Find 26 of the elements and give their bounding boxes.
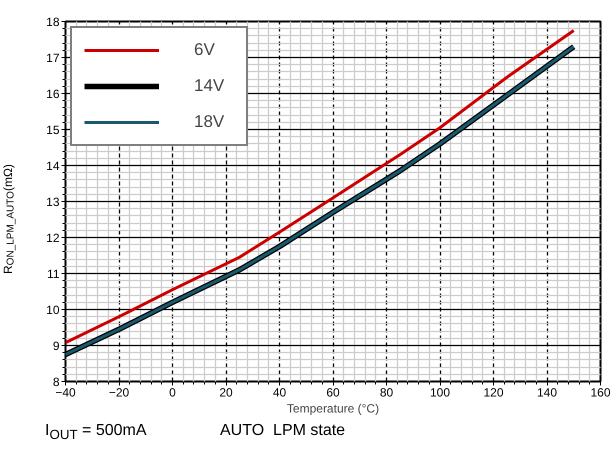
x-axis-title: Temperature (°C) [286,402,380,416]
y-tick-label: 11 [47,267,60,281]
x-tick-label: −20 [108,386,130,400]
y-tick-label: 12 [46,231,60,245]
legend-label: 14V [194,76,226,96]
y-tick-label: 14 [46,159,60,173]
x-tick-label: 140 [536,386,558,400]
y-tick-label: 15 [46,123,60,137]
x-tick-label: 60 [326,386,340,400]
y-tick-label: 16 [46,87,60,101]
y-tick-label: 18 [46,15,60,29]
x-tick-label: 100 [430,386,450,400]
y-tick-label: 17 [46,51,60,65]
x-tick-label: 0 [169,386,176,400]
legend-label: 6V [194,40,216,60]
y-tick-label: 13 [46,195,60,209]
x-tick-label: 80 [380,386,394,400]
y-tick-label: 9 [52,339,60,353]
y-tick-label: 10 [46,303,60,317]
x-tick-label: 120 [483,386,504,400]
text: I$_{OUT}$ = 500mA [45,421,148,444]
x-tick-label: 160 [590,386,611,400]
x-tick-label: 40 [272,386,286,400]
text: AUTO LPM state [220,421,346,441]
legend-label: 18V [194,112,226,132]
x-tick-label: 20 [219,386,233,400]
